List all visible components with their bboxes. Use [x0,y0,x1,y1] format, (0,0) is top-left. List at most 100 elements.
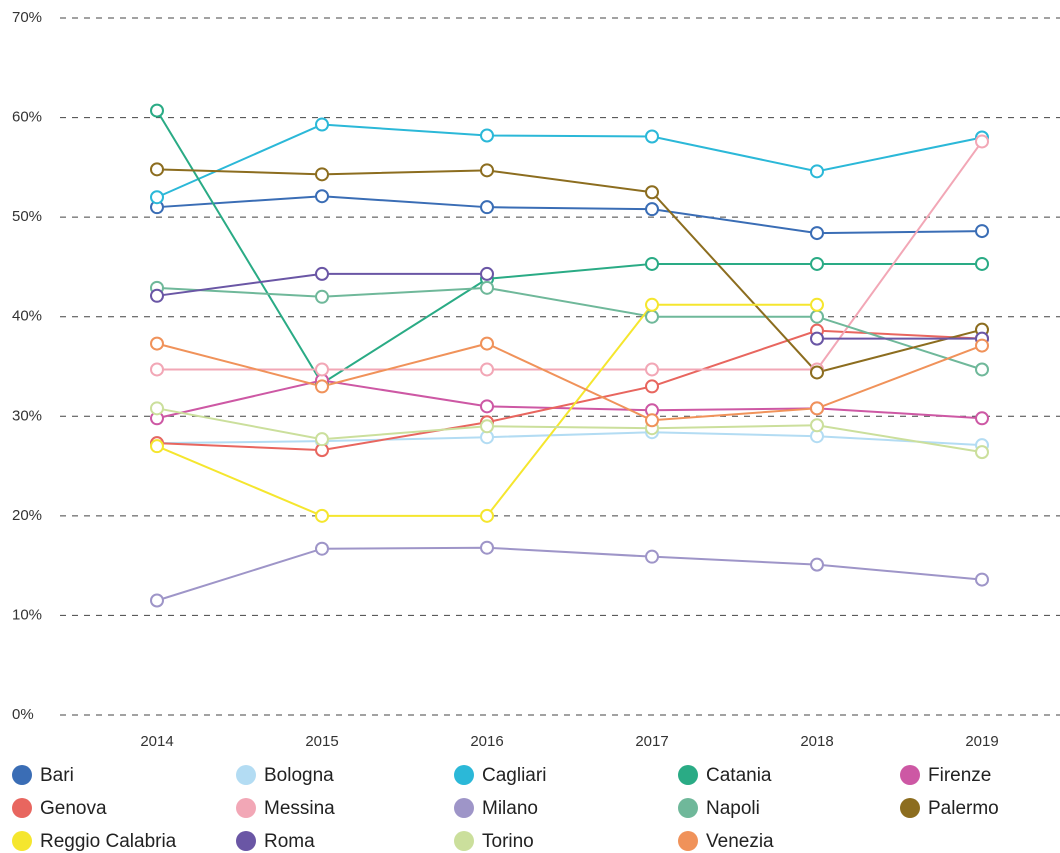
point-marker [645,185,659,200]
legend-label: Bologna [264,765,334,786]
series-line [156,431,983,447]
point-marker [315,289,329,304]
y-tick-label: 70% [12,9,42,26]
legend-label: Genova [40,798,107,819]
legend-swatch [236,831,256,851]
point-marker [645,202,659,217]
point-marker [150,336,164,351]
legend-label: Venezia [706,831,774,852]
legend-swatch [454,765,474,785]
series-line [156,110,982,385]
point-marker [315,541,329,556]
series-line [156,286,983,371]
x-tick-label: 2014 [140,733,173,750]
point-marker [315,432,329,447]
point-marker [480,336,494,351]
legend-label: Milano [482,798,538,819]
point-marker [975,224,989,239]
y-tick-label: 30% [12,407,42,424]
point-marker [810,309,824,324]
point-marker [810,418,824,433]
point-marker [315,362,329,377]
y-tick-label: 50% [12,208,42,225]
legend-label: Cagliari [482,765,546,786]
legend-label: Torino [482,831,534,852]
series-line [156,342,983,422]
legend-swatch [12,831,32,851]
point-marker [150,190,164,205]
point-marker [480,362,494,377]
legend-swatch [454,831,474,851]
legend-label: Catania [706,765,772,786]
x-tick-label: 2015 [305,733,338,750]
series-line [157,140,983,371]
point-marker [315,117,329,132]
point-marker [975,256,989,271]
legend-swatch [678,798,698,818]
series-line [156,546,983,602]
y-tick-label: 10% [12,606,42,623]
point-marker [810,297,824,312]
legend-label: Napoli [706,798,760,819]
point-marker [480,200,494,215]
point-marker [975,445,989,460]
legend-swatch [678,831,698,851]
point-marker [645,379,659,394]
point-marker [480,508,494,523]
series-line [156,379,983,420]
x-tick-label: 2018 [800,733,833,750]
series-line [156,195,983,235]
point-marker [975,338,989,353]
point-marker [810,365,824,380]
y-tick-label: 20% [12,507,42,524]
point-marker [480,128,494,143]
legend-swatch [12,765,32,785]
legend-swatch [236,798,256,818]
point-marker [645,362,659,377]
y-tick-label: 0% [12,706,34,723]
legend-label: Messina [264,798,335,819]
point-marker [150,401,164,416]
legend-label: Reggio Calabria [40,831,177,852]
point-marker [315,266,329,281]
point-marker [810,401,824,416]
point-marker [150,439,164,454]
point-marker [150,362,164,377]
point-marker [315,379,329,394]
point-marker [975,411,989,426]
point-marker [150,162,164,177]
point-marker [645,129,659,144]
x-tick-label: 2019 [965,733,998,750]
legend-label: Roma [264,831,315,852]
point-marker [975,362,989,377]
point-marker [150,593,164,608]
point-marker [645,256,659,271]
legend-swatch [900,798,920,818]
legend-swatch [454,798,474,818]
point-marker [480,419,494,434]
series-line [156,407,983,454]
legend-label: Bari [40,765,74,786]
legend-swatch [236,765,256,785]
point-marker [810,226,824,241]
point-marker [480,399,494,414]
point-marker [645,309,659,324]
point-marker [975,134,989,149]
point-marker [975,572,989,587]
point-marker [315,167,329,182]
series-line [156,168,983,374]
legend-label: Firenze [928,765,991,786]
point-marker [810,557,824,572]
legend-label: Palermo [928,798,999,819]
point-marker [645,413,659,428]
legend-swatch [12,798,32,818]
point-marker [645,297,659,312]
point-marker [150,103,164,118]
legend-swatch [900,765,920,785]
point-marker [645,549,659,564]
point-marker [810,164,824,179]
point-marker [810,331,824,346]
y-tick-label: 60% [12,109,42,126]
x-tick-label: 2017 [635,733,668,750]
